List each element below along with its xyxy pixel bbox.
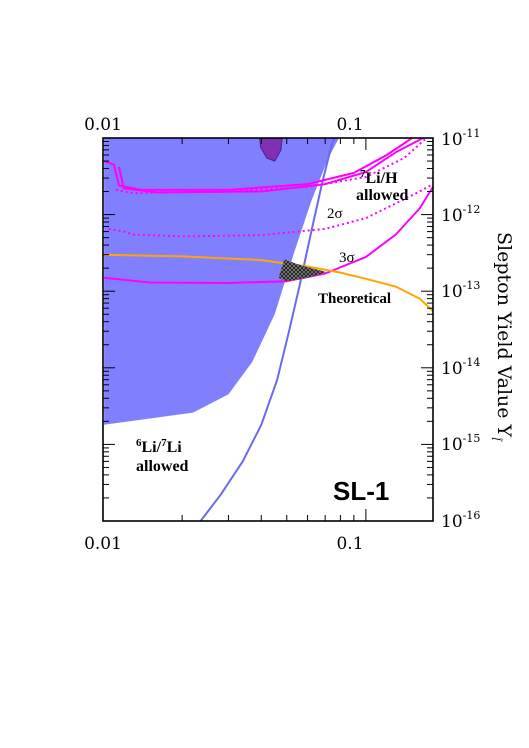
y-tick-exp-1: -15 — [463, 432, 481, 445]
li7-allowed-label: 7Li/H — [360, 168, 398, 187]
x-bottom-tick-label-0: 0.01 — [84, 534, 122, 554]
y-axis-label: Slepton Yield Value Yl̃ — [489, 232, 515, 442]
li6-end: Li — [167, 439, 183, 456]
series-2 — [199, 138, 336, 521]
y-tick-base-3: 10 — [441, 282, 463, 302]
series-4 — [118, 138, 424, 194]
y-tick-exp-4: -12 — [463, 203, 481, 216]
series-layer — [103, 138, 433, 521]
y-axis-label-subscript: l̃ — [489, 437, 502, 442]
y-tick-base-2: 10 — [441, 359, 463, 379]
series-3 — [103, 138, 413, 191]
li6-li7-allowed-line2: allowed — [136, 458, 189, 475]
li6-sup1: 6 — [136, 437, 142, 449]
panel-label: SL-1 — [333, 476, 389, 506]
y-tick-exp-0: -16 — [463, 509, 481, 522]
x-top-tick-label-1: 0.1 — [336, 115, 363, 135]
y-tick-base-5: 10 — [441, 130, 463, 150]
series-7 — [103, 186, 433, 284]
y-tick-exp-2: -14 — [463, 356, 481, 369]
sigma3-label: 3σ — [339, 250, 355, 266]
li7-sup: 7 — [360, 168, 366, 180]
series-0 — [104, 138, 339, 425]
y-tick-base-1: 10 — [441, 435, 463, 455]
y-tick-label-5: 10-11 — [441, 127, 480, 150]
y-tick-label-1: 10-15 — [441, 432, 480, 455]
series-9 — [278, 259, 326, 282]
li6-li7-allowed-label: 6Li/7Li — [136, 437, 182, 456]
y-axis-label-text: Slepton Yield Value Y — [493, 232, 515, 438]
series-1 — [259, 138, 283, 162]
series-6 — [108, 183, 433, 238]
y-tick-label-2: 10-14 — [441, 356, 480, 379]
y-tick-exp-5: -11 — [463, 127, 481, 140]
li6-mid: Li/ — [142, 439, 162, 456]
tick-layer — [102, 137, 433, 522]
li6-sup2: 7 — [161, 437, 167, 449]
y-tick-label-0: 10-16 — [441, 509, 480, 532]
li7-text: Li/H — [366, 170, 399, 187]
y-tick-base-4: 10 — [441, 206, 463, 226]
y-tick-exp-3: -13 — [463, 279, 481, 292]
x-bottom-tick-label-1: 0.1 — [336, 534, 363, 554]
y-tick-label-3: 10-13 — [441, 279, 480, 302]
y-tick-base-0: 10 — [441, 512, 463, 532]
x-top-tick-label-0: 0.01 — [84, 115, 122, 135]
li7-allowed-line2: allowed — [356, 187, 409, 204]
theoretical-label: Theoretical — [318, 291, 391, 307]
y-tick-label-4: 10-12 — [441, 203, 480, 226]
series-8 — [104, 253, 433, 312]
plot-frame — [102, 137, 434, 522]
sigma2-label: 2σ — [327, 206, 343, 222]
